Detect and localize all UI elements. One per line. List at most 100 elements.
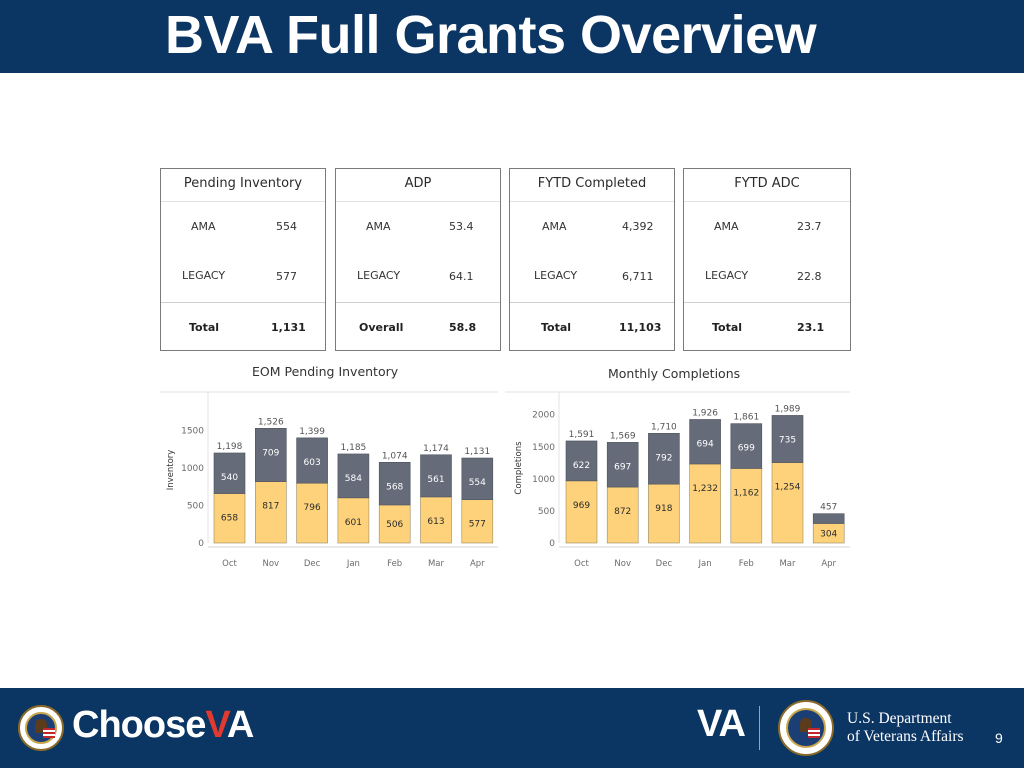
divider	[684, 302, 850, 303]
va-seal-icon	[18, 705, 64, 751]
bar-top-segment	[689, 419, 721, 465]
bar-top-label: 735	[779, 435, 796, 445]
bar-total-label: 457	[820, 503, 837, 513]
kpi-row-label: AMA	[542, 220, 567, 233]
choose-accent-v: V	[205, 704, 228, 746]
kpi-row-value: 6,711	[622, 270, 654, 283]
x-tick-label: Jan	[698, 559, 712, 569]
chart-title-eom-pending-inventory: EOM Pending Inventory	[252, 364, 399, 379]
bar-top-label: 622	[573, 461, 590, 471]
bar-bottom-segment	[689, 463, 721, 544]
divider	[161, 201, 325, 202]
divider	[161, 302, 325, 303]
kpi-total-label: Total	[189, 321, 220, 334]
divider	[510, 201, 674, 202]
bar-bottom-segment	[296, 482, 328, 544]
chart-eom-pending-inventory: 0 500 1000 1500 Inventory 658 540 1,198 Oct 817 70…	[160, 391, 498, 569]
kpi-total-value: 11,103	[619, 321, 662, 334]
bar-top-segment	[337, 453, 370, 499]
kpi-title: FYTD Completed	[537, 176, 647, 191]
x-tick-label: Mar	[428, 559, 445, 569]
bar-bottom-segment	[255, 481, 287, 544]
bar-bottom-segment	[378, 504, 411, 544]
bar-top-label: 709	[262, 448, 279, 458]
page-number: 9	[995, 730, 1003, 746]
bar-top-segment	[730, 423, 763, 469]
bar-total-label: 1,399	[299, 427, 325, 437]
bar-top-segment	[771, 415, 804, 463]
x-tick-label: Apr	[470, 559, 485, 569]
bar-total-label: 1,926	[692, 408, 718, 418]
choose-va-logo: ChooseVA	[72, 704, 254, 747]
kpi-row-label: AMA	[714, 220, 739, 233]
bar-total-label: 1,710	[651, 422, 677, 432]
bar-bottom-segment	[213, 493, 246, 544]
slide-footer	[0, 688, 1024, 768]
department-line-2: of Veterans Affairs	[847, 728, 964, 745]
slide-title: BVA Full Grants Overview	[165, 5, 817, 65]
kpi-total-value: 58.8	[449, 321, 477, 334]
kpi-total-label: Total	[541, 321, 572, 334]
x-tick-label: Jan	[346, 559, 360, 569]
kpi-row-label: LEGACY	[705, 269, 749, 282]
x-tick-label: Nov	[263, 559, 280, 569]
bar-top-label: 792	[655, 453, 672, 463]
bar-bottom-label: 1,254	[775, 483, 801, 493]
divider	[684, 201, 850, 202]
x-tick-label: Feb	[739, 559, 754, 569]
bar-top-segment	[213, 452, 246, 494]
kpi-row-value: 4,392	[622, 220, 654, 233]
kpi-row-value: 577	[276, 270, 297, 283]
kpi-row-value: 23.7	[797, 220, 822, 233]
x-tick-label: Mar	[779, 559, 796, 569]
y-tick-label: 0	[198, 539, 204, 549]
bar-top-label: 699	[738, 444, 755, 454]
bar-bottom-segment	[771, 462, 804, 544]
bar-bottom-label: 918	[655, 504, 672, 514]
bar-bottom-label: 658	[221, 514, 238, 524]
bar-total-label: 1,989	[775, 404, 801, 414]
bar-top-segment	[606, 442, 639, 488]
bar-top-segment	[255, 428, 287, 482]
kpi-total-label: Total	[712, 321, 743, 334]
bar-total-label: 1,174	[423, 444, 449, 454]
kpi-row-label: AMA	[191, 220, 216, 233]
bar-bottom-segment	[606, 486, 639, 544]
bar-top-label: 584	[345, 474, 362, 484]
bar-total-label: 1,198	[217, 442, 243, 452]
bar-top-label: 694	[697, 439, 714, 449]
kpi-row-label: LEGACY	[182, 269, 226, 282]
bar-top-segment	[378, 461, 411, 506]
kpi-total-value: 1,131	[271, 321, 306, 334]
y-axis-label: Completions	[514, 441, 524, 495]
bar-bottom-label: 304	[820, 529, 837, 539]
kpi-row-value: 554	[276, 220, 297, 233]
kpi-total-label: Overall	[359, 321, 404, 334]
bar-top-segment	[461, 457, 494, 500]
bar-top-segment	[420, 454, 452, 498]
bar-bottom-segment	[461, 499, 494, 544]
kpi-row-label: LEGACY	[534, 269, 578, 282]
bar-top-segment	[648, 433, 680, 485]
bar-bottom-label: 1,232	[692, 484, 718, 494]
bar-bottom-label: 601	[345, 518, 362, 528]
bar-top-label: 568	[386, 482, 403, 492]
bar-bottom-segment	[730, 468, 763, 544]
y-tick-label: 1000	[532, 475, 555, 485]
bar-total-label: 1,526	[258, 417, 284, 427]
bar-bottom-label: 506	[386, 520, 403, 530]
kpi-row-label: AMA	[366, 220, 391, 233]
kpi-total-value: 23.1	[797, 321, 825, 334]
kpi-title: ADP	[404, 176, 432, 191]
kpi-card-adp: ADP AMA 53.4 LEGACY 64.1 Overall 58.8	[335, 168, 501, 351]
bar-top-segment	[565, 440, 598, 482]
chart-monthly-completions: 0 500 1000 1500 2000 Completions 969 622 1,591 Oc…	[505, 391, 850, 569]
bar-total-label: 1,569	[610, 431, 636, 441]
bar-top-segment	[296, 437, 328, 484]
bar-bottom-segment	[648, 483, 680, 544]
slide-header: BVA Full Grants Overview	[0, 0, 1024, 73]
bar-bottom-label: 969	[573, 501, 590, 511]
divider	[336, 201, 500, 202]
choose-text: Choose	[72, 704, 206, 746]
x-tick-label: Apr	[821, 559, 836, 569]
